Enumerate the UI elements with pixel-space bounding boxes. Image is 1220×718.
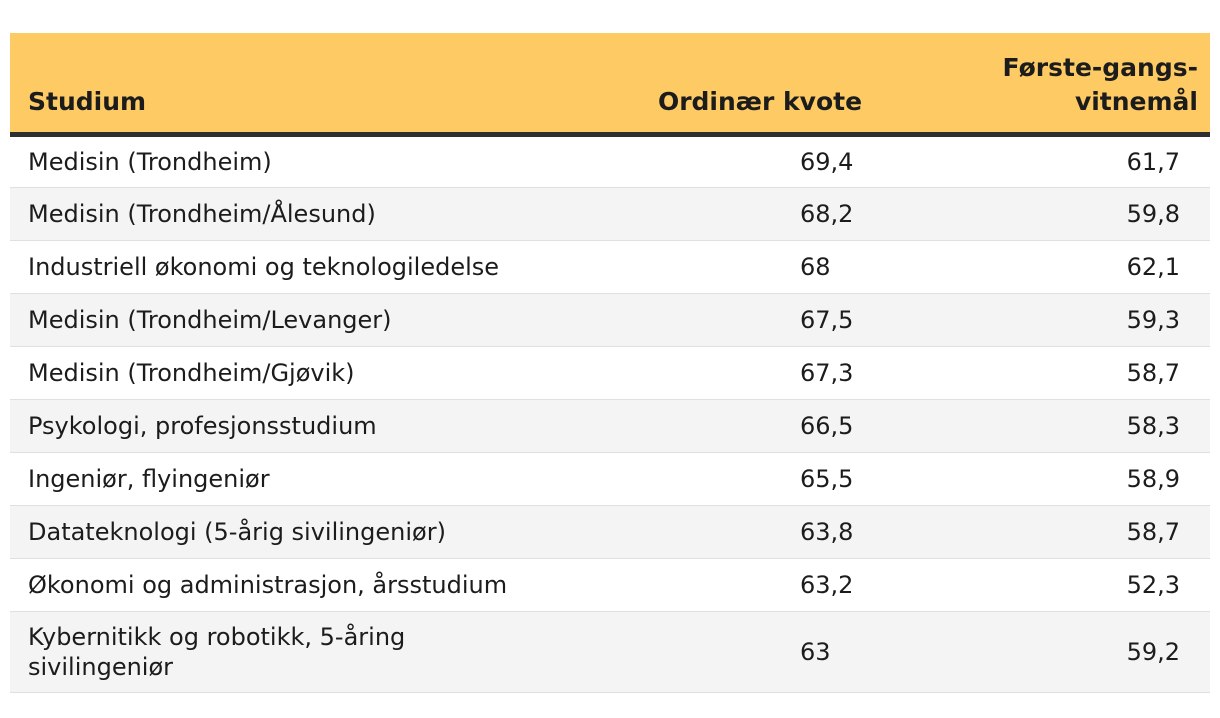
cell-value: 65,5 [800,464,854,493]
cell-forstegangsvitnemal: 58,7 [880,505,1210,559]
cell-forstegangsvitnemal: 59,3 [880,293,1210,347]
cell-studium: Medisin (Trondheim) [10,134,640,188]
cell-forstegangsvitnemal: 62,1 [880,240,1210,294]
cell-studium: Industriell økonomi og teknologiledelse [10,240,640,294]
cell-value: 59,2 [1126,637,1180,666]
cell-studium: Medisin (Trondheim/Levanger) [10,293,640,347]
table-row: Kybernitikk og robotikk, 5-åring sivilin… [10,611,1210,693]
cell-forstegangsvitnemal: 58,3 [880,399,1210,453]
admission-scores-widget: Studium Ordinær kvote Første-gangs- vitn… [10,33,1210,693]
cell-value: 59,3 [1126,305,1180,334]
cell-value: 69,4 [800,147,854,176]
header-row: Studium Ordinær kvote Første-gangs- vitn… [10,33,1210,137]
table-row: Industriell økonomi og teknologiledelse 6… [10,240,1210,294]
cell-value: Medisin (Trondheim/Levanger) [28,305,392,334]
cell-forstegangsvitnemal: 58,9 [880,452,1210,506]
cell-forstegangsvitnemal: 59,2 [880,611,1210,693]
cell-value: 58,9 [1126,464,1180,493]
cell-ordinaer-kvote: 68,2 [640,187,880,241]
table-row: Medisin (Trondheim/Ålesund) 68,2 59,8 [10,187,1210,241]
cell-forstegangsvitnemal: 52,3 [880,558,1210,612]
column-header-studium: Studium [10,33,640,137]
cell-forstegangsvitnemal: 59,8 [880,187,1210,241]
cell-value: 63,8 [800,517,854,546]
cell-value: Medisin (Trondheim) [28,147,272,176]
cell-ordinaer-kvote: 66,5 [640,399,880,453]
cell-ordinaer-kvote: 65,5 [640,452,880,506]
cell-studium: Psykologi, profesjonsstudium [10,399,640,453]
cell-value: 66,5 [800,411,854,440]
cell-ordinaer-kvote: 63,2 [640,558,880,612]
cell-studium: Ingeniør, flyingeniør [10,452,640,506]
cell-value: 58,3 [1126,411,1180,440]
cell-value: Industriell økonomi og teknologiledelse [28,252,500,281]
cell-value: Medisin (Trondheim/Ålesund) [28,199,376,228]
table-row: Medisin (Trondheim/Gjøvik) 67,3 58,7 [10,346,1210,400]
cell-value: 58,7 [1126,517,1180,546]
cell-value: 67,3 [800,358,854,387]
cell-value: 62,1 [1126,252,1180,281]
cell-studium: Medisin (Trondheim/Ålesund) [10,187,640,241]
cell-forstegangsvitnemal: 58,7 [880,346,1210,400]
cell-value: Økonomi og administrasjon, årsstudium [28,570,508,599]
column-header-label: Ordinær kvote [657,86,863,116]
cell-value: Kybernitikk og robotikk, 5-åring sivilin… [28,622,406,681]
cell-ordinaer-kvote: 63 [640,611,880,693]
table-body: Medisin (Trondheim) 69,4 61,7 Medisin (Tron… [10,134,1210,693]
admission-scores-table: Studium Ordinær kvote Første-gangs- vitn… [10,33,1210,693]
cell-ordinaer-kvote: 68 [640,240,880,294]
cell-ordinaer-kvote: 69,4 [640,134,880,188]
table-row: Psykologi, profesjonsstudium 66,5 58,3 [10,399,1210,453]
cell-value: Medisin (Trondheim/Gjøvik) [28,358,355,387]
cell-value: 63 [800,637,831,666]
column-header-label: Studium [28,86,147,116]
cell-studium: Datateknologi (5-årig sivilingeniør) [10,505,640,559]
cell-value: 59,8 [1126,199,1180,228]
table-row: Økonomi og administrasjon, årsstudium 63,… [10,558,1210,612]
table-row: Ingeniør, flyingeniør 65,5 58,9 [10,452,1210,506]
cell-studium: Medisin (Trondheim/Gjøvik) [10,346,640,400]
table-header: Studium Ordinær kvote Første-gangs- vitn… [10,33,1210,137]
cell-value: Psykologi, profesjonsstudium [28,411,377,440]
cell-ordinaer-kvote: 63,8 [640,505,880,559]
cell-value: Datateknologi (5-årig sivilingeniør) [28,517,446,546]
cell-studium: Kybernitikk og robotikk, 5-åring sivilin… [10,611,640,693]
column-header-label: Første-gangs- vitnemål [1002,53,1198,116]
table-row: Medisin (Trondheim/Levanger) 67,5 59,3 [10,293,1210,347]
cell-value: 67,5 [800,305,854,334]
cell-ordinaer-kvote: 67,5 [640,293,880,347]
cell-value: 68,2 [800,199,854,228]
cell-studium: Økonomi og administrasjon, årsstudium [10,558,640,612]
cell-value: 61,7 [1126,147,1180,176]
cell-forstegangsvitnemal: 61,7 [880,134,1210,188]
cell-value: Ingeniør, flyingeniør [28,464,270,493]
table-row: Datateknologi (5-årig sivilingeniør) 63,8… [10,505,1210,559]
cell-value: 52,3 [1126,570,1180,599]
column-header-ordinaer-kvote: Ordinær kvote [640,33,880,137]
table-row: Medisin (Trondheim) 69,4 61,7 [10,134,1210,188]
cell-value: 63,2 [800,570,854,599]
cell-value: 68 [800,252,831,281]
cell-value: 58,7 [1126,358,1180,387]
column-header-forstegangsvitnemal: Første-gangs- vitnemål [880,33,1210,137]
cell-ordinaer-kvote: 67,3 [640,346,880,400]
